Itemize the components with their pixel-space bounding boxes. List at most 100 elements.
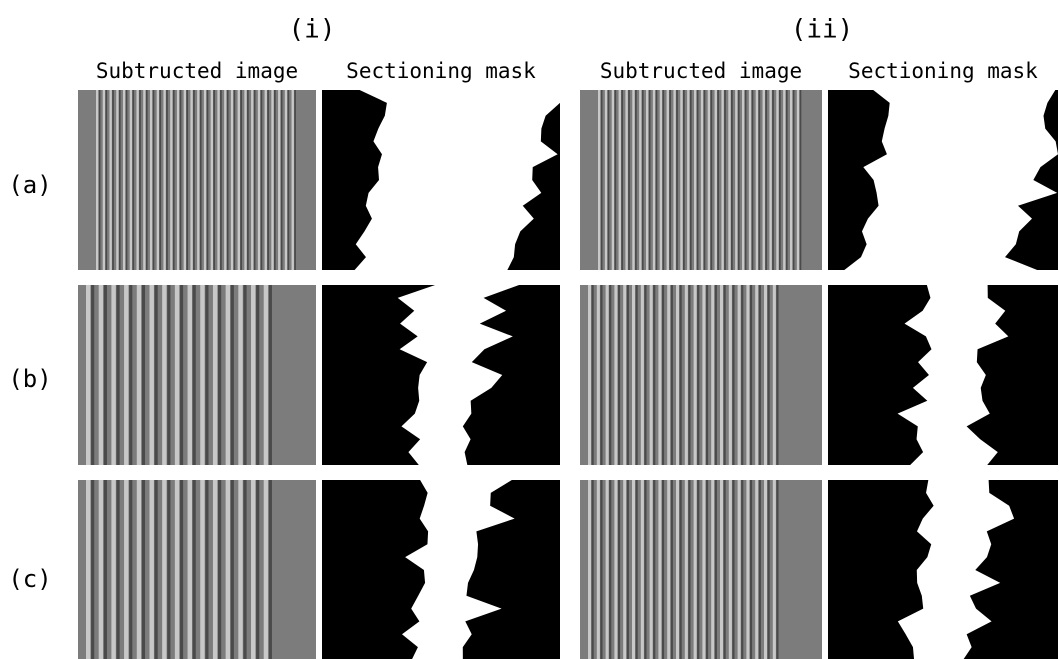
sectioning-mask bbox=[322, 90, 560, 270]
stripe-dark bbox=[680, 480, 682, 659]
stripe-light bbox=[673, 90, 675, 270]
stripe-light bbox=[687, 90, 689, 270]
stripe-dark bbox=[750, 480, 752, 659]
stripe-light bbox=[641, 480, 644, 659]
stripe-light bbox=[197, 90, 199, 270]
stripe-light bbox=[708, 90, 710, 270]
stripe-light bbox=[109, 90, 111, 270]
stripe-light bbox=[111, 285, 115, 465]
stripe-dark bbox=[294, 90, 296, 270]
stripe-light bbox=[694, 90, 696, 270]
stripe-light bbox=[251, 480, 255, 659]
stripe-light bbox=[86, 285, 90, 465]
stripe-dark bbox=[281, 90, 283, 270]
stripe-dark bbox=[676, 90, 678, 270]
stripe-dark bbox=[231, 285, 234, 465]
stripe-dark bbox=[627, 285, 629, 465]
stripe-light bbox=[598, 90, 600, 270]
stripe-dark bbox=[112, 90, 114, 270]
stripe-dark bbox=[618, 480, 620, 659]
stripe-dark bbox=[758, 90, 760, 270]
stripe-dark bbox=[116, 285, 119, 465]
stripe-dark bbox=[800, 90, 802, 270]
stripe-light bbox=[711, 285, 714, 465]
stripe-dark bbox=[104, 285, 107, 465]
stripe-dark bbox=[126, 90, 128, 270]
stripe-dark bbox=[671, 480, 673, 659]
stripe-dark bbox=[688, 285, 690, 465]
stripe-dark bbox=[635, 90, 637, 270]
stripe-dark bbox=[247, 90, 249, 270]
stripe-light bbox=[763, 90, 765, 270]
column-header: Sectioning mask bbox=[848, 59, 1038, 83]
stripe-dark bbox=[218, 480, 221, 659]
sectioning-mask bbox=[828, 285, 1058, 465]
stripe-dark bbox=[274, 90, 276, 270]
stripe-dark bbox=[717, 90, 719, 270]
stripe-light bbox=[264, 480, 268, 659]
stripe-light bbox=[150, 90, 152, 270]
stripe-light bbox=[702, 480, 705, 659]
stripe-dark bbox=[697, 480, 699, 659]
subtracted-image bbox=[580, 90, 822, 270]
stripe-light bbox=[213, 285, 217, 465]
stripe-light bbox=[96, 90, 98, 270]
stripe-light bbox=[588, 285, 591, 465]
stripe-light bbox=[614, 285, 617, 465]
stripe-light bbox=[175, 285, 179, 465]
stripe-dark bbox=[155, 285, 158, 465]
stripe-light bbox=[790, 90, 792, 270]
sectioning-mask bbox=[828, 480, 1058, 659]
stripe-dark bbox=[592, 285, 594, 465]
stripe-light bbox=[720, 285, 723, 465]
stripe-dark bbox=[200, 90, 202, 270]
stripe-dark bbox=[715, 285, 717, 465]
sectioning-mask bbox=[828, 90, 1058, 270]
stripe-light bbox=[170, 90, 172, 270]
stripe-dark bbox=[628, 90, 630, 270]
stripe-dark bbox=[227, 90, 229, 270]
stripe-dark bbox=[759, 285, 761, 465]
column-header: Sectioning mask bbox=[346, 59, 536, 83]
stripe-light bbox=[756, 90, 758, 270]
stripe-dark bbox=[752, 90, 754, 270]
stripe-dark bbox=[669, 90, 671, 270]
stripe-dark bbox=[159, 90, 161, 270]
stripe-dark bbox=[186, 90, 188, 270]
stripe-light bbox=[667, 480, 670, 659]
stripe-dark bbox=[240, 90, 242, 270]
sectioning-mask bbox=[322, 480, 560, 659]
stripe-dark bbox=[649, 90, 651, 270]
stripe-light bbox=[226, 480, 230, 659]
stripe-light bbox=[588, 480, 591, 659]
stripe-light bbox=[639, 90, 641, 270]
stripe-light bbox=[738, 480, 741, 659]
stripe-light bbox=[676, 480, 679, 659]
row-label: (b) bbox=[8, 365, 51, 393]
column-header: Subtructed image bbox=[600, 59, 802, 83]
stripe-light bbox=[711, 480, 714, 659]
stripe-light bbox=[177, 90, 179, 270]
stripe-dark bbox=[91, 285, 94, 465]
stripe-light bbox=[729, 285, 732, 465]
stripe-light bbox=[162, 285, 166, 465]
stripe-dark bbox=[609, 480, 611, 659]
stripe-light bbox=[721, 90, 723, 270]
stripe-dark bbox=[180, 480, 183, 659]
stripe-dark bbox=[592, 480, 594, 659]
row-label: (c) bbox=[8, 565, 51, 593]
stripe-dark bbox=[99, 90, 101, 270]
figure: (i)Subtructed imageSectioning mask(ii)Su… bbox=[0, 0, 1059, 659]
stripe-dark bbox=[732, 285, 734, 465]
stripe-dark bbox=[213, 90, 215, 270]
stripe-dark bbox=[710, 90, 712, 270]
stripe-light bbox=[265, 90, 267, 270]
stripe-light bbox=[99, 285, 103, 465]
stripe-light bbox=[746, 480, 749, 659]
stripe-light bbox=[650, 480, 653, 659]
stripe-dark bbox=[129, 480, 132, 659]
stripe-dark bbox=[269, 480, 272, 659]
stripe-dark bbox=[786, 90, 788, 270]
stripe-dark bbox=[618, 285, 620, 465]
stripe-light bbox=[658, 285, 661, 465]
